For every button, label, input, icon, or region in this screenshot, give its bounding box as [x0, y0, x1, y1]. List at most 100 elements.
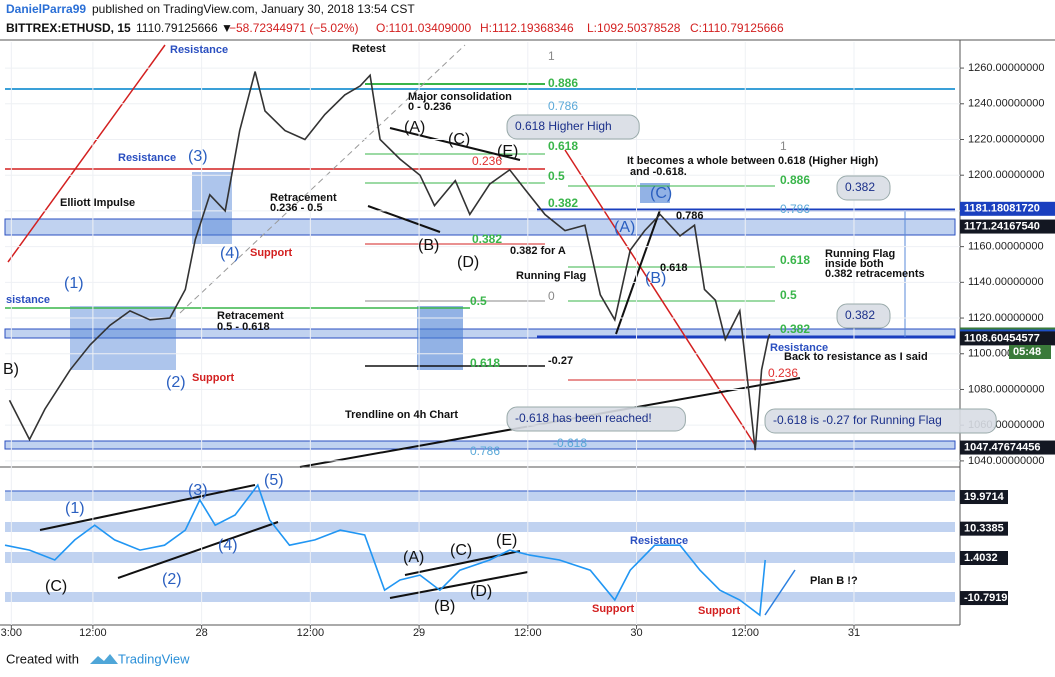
- annotation: 0.236: [768, 366, 798, 380]
- author[interactable]: DanielParra99: [6, 2, 86, 16]
- annotation: 0.618: [470, 356, 500, 370]
- drawings: [4, 44, 956, 616]
- annotation: Resistance: [770, 342, 828, 354]
- annotation: -0.618: [553, 436, 587, 450]
- x-tick-label: 12:00: [731, 627, 759, 639]
- annotation: 0.5: [470, 294, 487, 308]
- annotation: (2): [162, 571, 182, 588]
- annotation: 0.786: [548, 99, 578, 113]
- y-tick-label: 19.9714: [964, 491, 1005, 503]
- annotation: Support: [250, 247, 292, 259]
- tick-box: [960, 591, 1008, 606]
- annotation: (1): [64, 275, 84, 292]
- annotation: (A): [403, 549, 424, 566]
- tick-box: [960, 521, 1008, 536]
- annotation: Resistance: [170, 44, 228, 56]
- symbol: BITTREX:ETHUSD, 15: [6, 21, 131, 35]
- trendline: [39, 484, 256, 531]
- brand[interactable]: TradingView: [118, 651, 190, 666]
- annotation: 0.382: [780, 322, 810, 336]
- annotation: (D): [457, 254, 479, 271]
- y-tick-label: 1140.00000000: [968, 276, 1044, 288]
- annotation: Retest: [352, 43, 386, 55]
- annotation: 0.786: [470, 444, 500, 458]
- annotation: Resistance: [118, 152, 176, 164]
- y-tick-label: -10.7919: [964, 592, 1007, 604]
- y-tick-label: 1240.00000000: [968, 98, 1044, 110]
- price-marker: [960, 331, 1055, 346]
- band: [4, 218, 956, 236]
- annotation: Running Flag: [516, 270, 586, 282]
- callout: [506, 406, 686, 432]
- annotation: (4): [220, 245, 240, 262]
- annotation: 0.382: [472, 232, 502, 246]
- annotation: (5): [264, 472, 284, 489]
- annotation: 0.886: [548, 76, 578, 90]
- annotation: 0.236 - 0.5: [270, 202, 323, 214]
- y-tick-label: 1040.00000000: [968, 455, 1044, 467]
- trendline: [389, 571, 529, 599]
- trendline: [367, 205, 441, 233]
- annotation: (A): [614, 219, 635, 236]
- band: [5, 522, 955, 532]
- annotation: (4): [218, 537, 238, 554]
- annotation: (C): [45, 578, 67, 595]
- trendline: [117, 521, 279, 579]
- annotation: Resistance: [630, 535, 688, 547]
- annotation: (D): [470, 583, 492, 600]
- x-tick-label: 31: [848, 627, 860, 639]
- annotation: Support: [192, 372, 234, 384]
- annotation: sistance: [6, 294, 50, 306]
- annotation: 0.618 Higher High: [515, 119, 612, 133]
- arrow: [7, 44, 166, 263]
- x-tick-label: 28: [195, 627, 207, 639]
- x-tick-label: 12:00: [514, 627, 542, 639]
- x-tick-label: 12:00: [297, 627, 325, 639]
- annotation: 0.786: [676, 210, 704, 222]
- box: [417, 306, 463, 370]
- price-marker: [960, 440, 1055, 455]
- countdown-box: [1009, 345, 1051, 359]
- annotation: Major consolidation: [408, 91, 512, 103]
- change: −58.72344971 (−5.02%): [229, 21, 358, 35]
- annotation: 0.382 retracements: [825, 268, 925, 280]
- logo: [90, 654, 118, 664]
- annotation: (1): [65, 500, 85, 517]
- annotation: (3): [188, 482, 208, 499]
- price-marker-label: 1181.18081720: [964, 203, 1040, 215]
- annotation: 0: [548, 289, 555, 303]
- y-tick-label: 1160.00000000: [968, 241, 1044, 253]
- annotation: Retracement: [270, 192, 337, 204]
- x-tick-label: 12:00: [79, 627, 107, 639]
- annotation: (B): [418, 237, 439, 254]
- published: published on TradingView.com, January 30…: [92, 2, 415, 16]
- annotation: (B): [645, 270, 666, 287]
- callout: [836, 303, 891, 329]
- annotation: (C): [450, 542, 472, 559]
- annotation: Support: [592, 603, 634, 615]
- band: [5, 592, 955, 602]
- annotation: 0.5: [548, 169, 565, 183]
- last-price: 1110.79125666 ▼: [136, 21, 233, 35]
- annotation: 0.618: [660, 262, 688, 274]
- y-tick-label: 1200.00000000: [968, 169, 1044, 181]
- annotation: 1: [780, 139, 787, 153]
- callout: [764, 408, 997, 434]
- price-line: [4, 483, 766, 617]
- annotation: 0.5 - 0.618: [217, 321, 270, 333]
- annotation: Back to resistance as I said: [784, 351, 928, 363]
- annotation: B): [3, 361, 19, 378]
- annotation: -0.618 has been reached!: [515, 411, 652, 425]
- annotation: -0.618 is -0.27 for Running Flag: [773, 413, 942, 427]
- trendline: [179, 44, 466, 314]
- annotation: 05:48: [1013, 346, 1041, 358]
- footer: Created with TradingView: [6, 651, 190, 666]
- trendline: [389, 127, 521, 161]
- y-tick-label: 1120.00000000: [968, 312, 1044, 324]
- annotation: inside both: [825, 258, 884, 270]
- band: [4, 328, 956, 339]
- price-marker-label: 1108.60454577: [964, 332, 1040, 344]
- annotation: (2): [166, 374, 186, 391]
- y-tick-label: 10.3385: [964, 523, 1004, 535]
